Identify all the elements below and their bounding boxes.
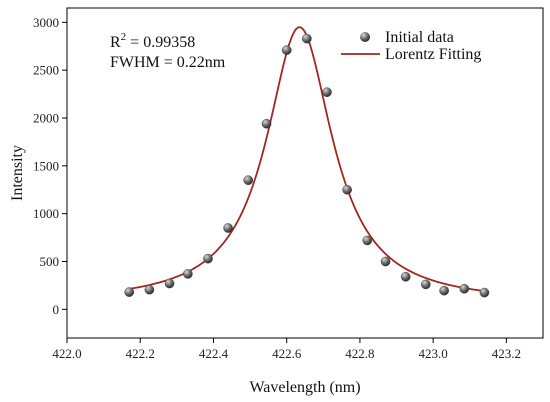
data-point <box>223 223 233 233</box>
x-axis-title: Wavelength (nm) <box>249 379 360 396</box>
y-tick-label: 2500 <box>33 63 59 78</box>
r2-value: = 0.99358 <box>126 34 195 51</box>
y-tick-label: 2000 <box>33 111 59 126</box>
y-tick-label: 500 <box>40 254 60 269</box>
data-points-layer <box>124 33 490 298</box>
x-tick-label: 422.4 <box>199 346 229 361</box>
y-tick-label: 1000 <box>33 206 59 221</box>
legend-label-lorentz-fitting: Lorentz Fitting <box>385 46 481 63</box>
legend-label-initial-data: Initial data <box>385 29 454 46</box>
data-point <box>203 253 213 264</box>
data-point <box>124 287 135 297</box>
x-tick-label: 422.8 <box>345 346 374 361</box>
r2-superscript: 2 <box>121 31 127 43</box>
legend-marker-initial-data <box>360 32 370 42</box>
data-point <box>439 285 449 296</box>
data-point <box>459 283 470 294</box>
data-point <box>302 33 312 44</box>
data-point <box>362 235 373 246</box>
y-axis: 0 500 1000 1500 2000 2500 3000 <box>33 15 67 317</box>
x-tick-label: 423.0 <box>419 346 448 361</box>
y-tick-label: 3000 <box>33 15 59 30</box>
y-tick-label: 0 <box>53 302 60 317</box>
plot-frame <box>66 7 544 339</box>
data-point <box>281 45 292 55</box>
data-point <box>380 256 391 267</box>
x-tick-label: 423.2 <box>492 346 521 361</box>
y-axis-title: Intensity <box>9 145 26 201</box>
r2-prefix: R <box>110 34 121 51</box>
x-tick-label: 422.0 <box>52 346 81 361</box>
data-point <box>342 184 352 195</box>
data-point <box>421 279 431 290</box>
x-axis: 422.0 422.2 422.4 422.6 422.8 423.0 423.2 <box>52 338 521 361</box>
y-tick-label: 1500 <box>33 158 59 173</box>
data-point <box>164 278 175 289</box>
legend: Initial data Lorentz Fitting <box>341 29 481 63</box>
data-point <box>479 287 490 298</box>
data-point <box>400 271 411 282</box>
x-tick-label: 422.6 <box>272 346 302 361</box>
data-point <box>322 87 332 97</box>
data-point <box>243 175 254 185</box>
data-point <box>261 118 272 129</box>
data-point <box>183 269 193 279</box>
r-squared-annotation: R2 = 0.99358 <box>110 31 195 51</box>
fwhm-annotation: FWHM = 0.22nm <box>110 54 226 71</box>
data-point <box>144 284 155 295</box>
x-tick-label: 422.2 <box>126 346 155 361</box>
